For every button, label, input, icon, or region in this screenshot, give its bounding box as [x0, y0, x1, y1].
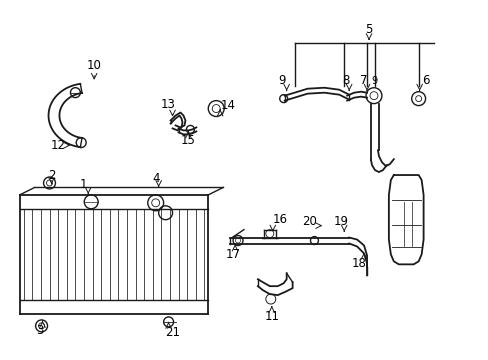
Text: 19: 19	[333, 215, 348, 228]
Text: 11: 11	[264, 310, 279, 323]
Text: 10: 10	[86, 59, 102, 72]
Text: 1: 1	[80, 179, 87, 192]
Text: 9: 9	[370, 76, 376, 86]
Text: 20: 20	[302, 215, 316, 228]
Text: 5: 5	[365, 23, 372, 36]
Text: 12: 12	[51, 139, 66, 152]
Text: 8: 8	[342, 74, 349, 87]
Text: 13: 13	[161, 98, 176, 111]
Text: 6: 6	[421, 74, 428, 87]
Text: 3: 3	[36, 324, 43, 337]
Text: 17: 17	[225, 248, 240, 261]
Text: 14: 14	[220, 99, 235, 112]
Text: 7: 7	[360, 74, 367, 87]
Text: 15: 15	[181, 134, 196, 147]
Text: 4: 4	[152, 171, 159, 185]
Text: 21: 21	[165, 326, 180, 339]
Text: 9: 9	[277, 74, 285, 87]
Text: 18: 18	[351, 257, 366, 270]
Text: 16: 16	[272, 213, 286, 226]
Text: 2: 2	[48, 168, 55, 181]
